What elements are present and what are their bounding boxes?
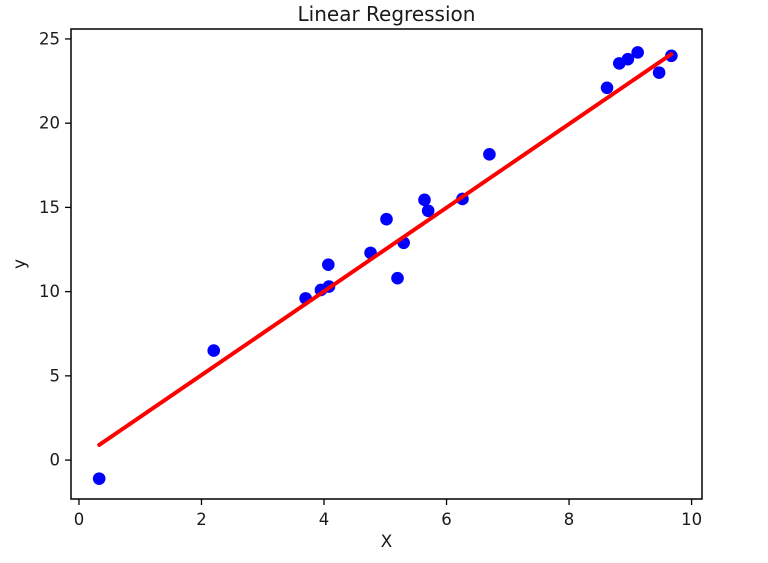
y-tick-label: 10 — [39, 282, 60, 301]
scatter-point — [207, 344, 221, 357]
y-tick-label: 15 — [39, 198, 60, 217]
scatter-point — [652, 66, 666, 79]
regression-line — [97, 52, 674, 447]
x-tick-label: 4 — [319, 510, 330, 529]
x-tick-label: 0 — [74, 510, 85, 529]
scatter-point — [483, 148, 496, 161]
scatter-point — [421, 204, 435, 218]
scatter-point — [322, 258, 335, 271]
chart-title: Linear Regression — [297, 2, 476, 26]
scatter-point — [600, 81, 614, 95]
plot-frame — [70, 28, 703, 500]
scatter-point — [621, 52, 635, 66]
x-tick-label: 6 — [441, 510, 452, 529]
x-axis-label: X — [380, 532, 393, 552]
y-tick-label: 20 — [39, 114, 60, 133]
x-tick-label: 8 — [564, 510, 575, 529]
scatter-point — [418, 193, 431, 207]
x-tick-label: 2 — [196, 510, 207, 529]
y-tick-label: 5 — [50, 366, 61, 385]
scatter-point — [92, 472, 106, 485]
y-tick-label: 25 — [39, 29, 60, 48]
scatter-point — [631, 46, 644, 59]
y-tick-label: 0 — [50, 451, 61, 470]
x-tick-label: 10 — [681, 510, 702, 529]
scatter-point — [380, 212, 393, 226]
scatter-point — [391, 271, 404, 285]
